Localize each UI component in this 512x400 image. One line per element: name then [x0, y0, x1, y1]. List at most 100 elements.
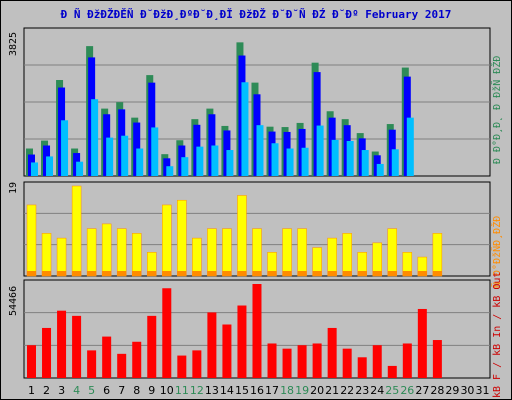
bar-kb	[267, 343, 277, 378]
x-tick-label: 17	[265, 384, 279, 397]
bar-bandwidth-base	[222, 271, 232, 276]
bar-bandwidth	[56, 237, 67, 277]
bar-kb	[237, 305, 247, 378]
bar-bandwidth-base	[402, 271, 412, 276]
bar-kb	[342, 348, 352, 378]
bar-bandwidth	[101, 223, 112, 277]
bar-hits	[256, 125, 264, 176]
bar-hits	[406, 117, 414, 176]
x-tick-label: 31	[475, 384, 489, 397]
x-tick-label: 10	[160, 384, 174, 397]
bar-kb	[42, 327, 52, 378]
bar-kb	[192, 350, 202, 378]
x-tick-label: 13	[205, 384, 219, 397]
x-tick-label: 16	[250, 384, 264, 397]
bar-bandwidth-base	[417, 271, 427, 276]
bar-bandwidth	[26, 204, 37, 277]
bar-kb	[132, 341, 142, 378]
bar-hits	[166, 166, 174, 176]
bar-bandwidth	[222, 228, 232, 277]
x-tick-label: 1	[28, 384, 35, 397]
chart-title: Ð Ñ ÐžÐŽÐĚÑ Ð˘ÐžÐ¸ÐºÐ˘Ð¸ÐĬ ÐžÐŽ Ð˘Ð˘Ñ ÐŹ…	[60, 8, 452, 21]
x-tick-label: 2	[43, 384, 50, 397]
x-tick-label: 5	[88, 384, 95, 397]
bar-pages	[208, 114, 216, 176]
bar-hits	[31, 162, 38, 176]
x-tick-label: 19	[295, 384, 309, 397]
bar-kb	[57, 310, 67, 378]
bar-bandwidth-base	[102, 271, 112, 276]
bar-hits	[181, 157, 189, 176]
y-label-bottom: 54466	[8, 285, 19, 316]
bar-kb	[117, 353, 127, 378]
bar-bandwidth	[116, 228, 127, 277]
bar-bandwidth	[297, 228, 307, 277]
bar-bandwidth-base	[327, 271, 337, 276]
bar-bandwidth	[192, 237, 202, 277]
y-label-middle: 19	[8, 181, 19, 194]
bar-bandwidth	[282, 228, 292, 277]
bar-hits	[376, 163, 384, 176]
bar-bandwidth-base	[312, 271, 322, 276]
bar-kb	[432, 340, 442, 378]
x-tick-label: 29	[445, 384, 459, 397]
x-tick-label: 30	[460, 384, 474, 397]
bar-bandwidth-base	[252, 271, 262, 276]
bar-kb	[357, 357, 367, 378]
bar-kb	[162, 288, 172, 378]
bar-bandwidth-base	[177, 271, 187, 276]
bar-kb	[297, 345, 307, 378]
bar-bandwidth-base	[162, 271, 172, 276]
bar-bandwidth-base	[132, 271, 142, 276]
bar-bandwidth-base	[342, 271, 352, 276]
x-tick-label: 15	[235, 384, 249, 397]
legend-top: Ð Ð°Ð¸Ð˛ Ð ÐžÑ ÐŽÐ	[492, 55, 503, 164]
bar-hits	[331, 139, 339, 176]
bar-bandwidth	[342, 233, 352, 277]
right-legend: Ð Ð°Ð¸Ð˛ Ð ÐžÑ ÐŽÐ Ñ Ð°ÐžÑÐ¸ÐŽÐ kB F / k…	[490, 28, 510, 398]
bar-bandwidth-base	[192, 271, 202, 276]
bar-hits	[196, 146, 204, 176]
bar-hits	[211, 145, 219, 176]
bar-hits	[76, 161, 84, 176]
x-tick-label: 28	[430, 384, 444, 397]
bar-bandwidth-base	[42, 271, 52, 276]
bar-bandwidth-base	[282, 271, 292, 276]
bar-bandwidth	[327, 237, 337, 277]
bar-kb	[102, 336, 112, 378]
bar-bandwidth-base	[117, 271, 127, 276]
bar-kb	[282, 348, 292, 378]
legend-bottom: kB F / kB In / kB Out	[492, 271, 503, 398]
bar-bandwidth-base	[267, 271, 277, 276]
bar-kb	[402, 343, 412, 378]
bar-hits	[121, 135, 129, 176]
bar-bandwidth-base	[87, 271, 97, 276]
bar-kb	[312, 343, 322, 378]
bar-bandwidth	[86, 228, 97, 277]
bar-hits	[286, 148, 294, 176]
bar-hits	[61, 120, 69, 176]
bar-bandwidth-base	[72, 271, 82, 276]
bar-bandwidth	[177, 199, 187, 277]
bar-bandwidth	[432, 233, 443, 277]
bar-hits	[301, 147, 309, 176]
bar-hits	[241, 82, 249, 176]
bar-bandwidth-base	[207, 271, 217, 276]
x-tick-label: 12	[190, 384, 204, 397]
x-tick-label: 27	[415, 384, 429, 397]
x-tick-label: 25	[385, 384, 399, 397]
bar-bandwidth	[237, 195, 247, 277]
bar-kb	[177, 355, 187, 378]
bar-hits	[151, 127, 159, 176]
bar-bandwidth-base	[27, 271, 36, 276]
x-tick-label: 21	[325, 384, 339, 397]
x-tick-label: 6	[103, 384, 110, 397]
bar-bandwidth-base	[297, 271, 307, 276]
bar-hits	[271, 143, 279, 176]
x-tick-label: 4	[73, 384, 80, 397]
bar-hits	[391, 149, 399, 176]
bar-bandwidth	[71, 185, 82, 277]
bar-kb	[207, 312, 217, 378]
bar-bandwidth	[387, 228, 398, 277]
bar-hits	[46, 156, 54, 176]
